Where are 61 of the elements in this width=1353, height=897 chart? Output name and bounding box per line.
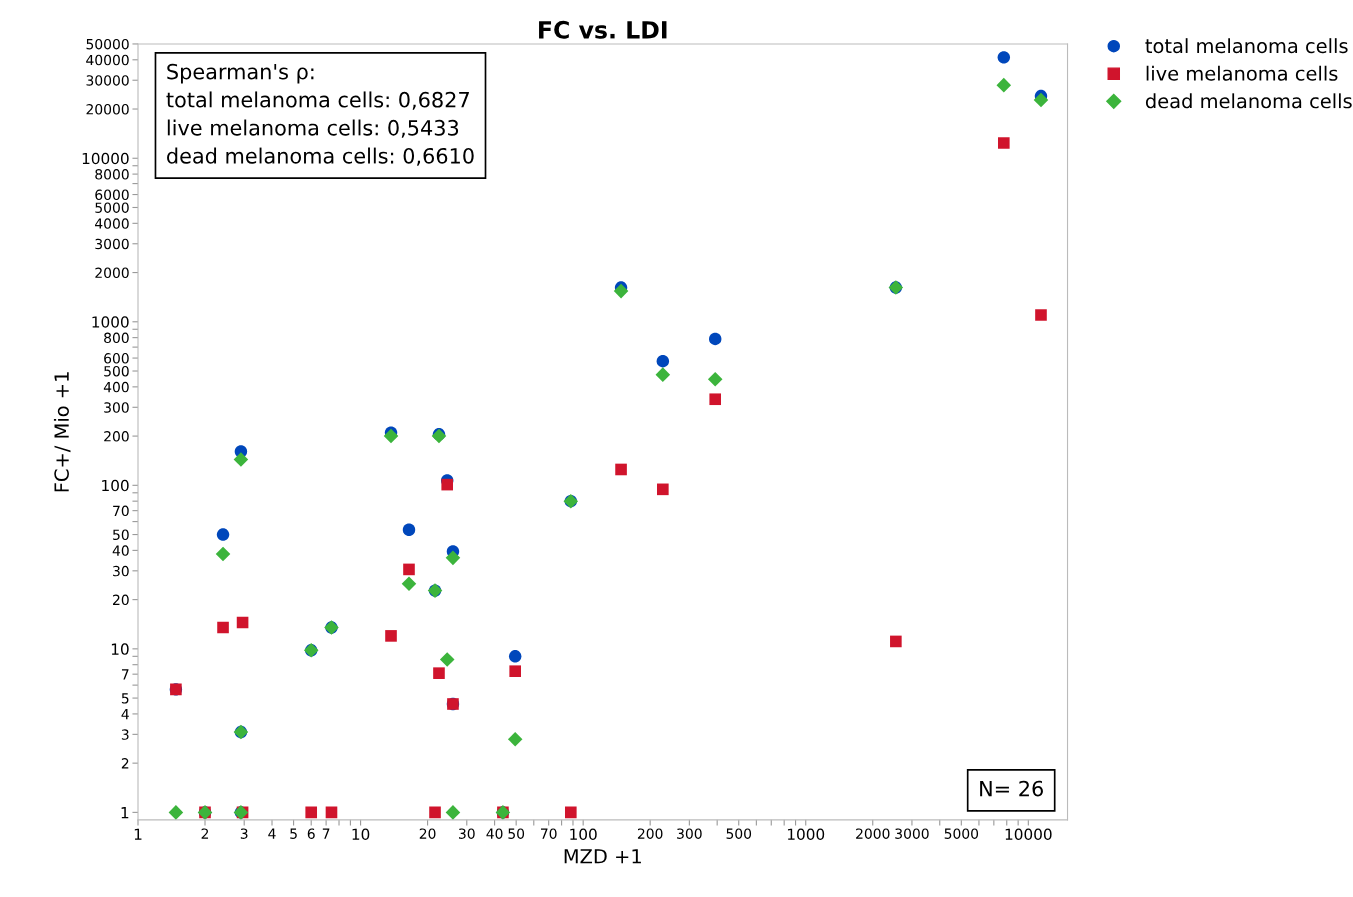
y-tick-label: 6000 [95,189,129,201]
y-tick-label: 2 [121,758,129,769]
x-tick-label: 6 [307,828,315,839]
x-tick-label: 3000 [895,828,929,839]
legend-label: total melanoma cells [1145,38,1348,54]
x-tick-label: 1 [134,828,142,840]
y-tick-label: 30000 [86,75,129,86]
x-tick-label: 200 [637,828,663,839]
y-tick-label: 800 [104,332,129,344]
y-tick-label: 40000 [86,54,129,66]
x-tick-label: 10000 [1005,828,1052,841]
y-tick-label: 1000 [92,316,129,328]
y-tick-label: 2000 [95,267,129,279]
y-tick-label: 5 [121,693,129,704]
y-tick-label: 4 [121,709,129,720]
x-tick-label: 2 [201,828,209,839]
y-tick-label: 10000 [82,152,129,165]
y-tick-label: 4000 [95,218,129,229]
x-tick-label: 30 [459,828,475,839]
x-tick-label: 300 [677,828,702,839]
y-tick-label: 10 [111,643,129,655]
x-tick-label: 1000 [787,828,825,841]
y-axis-title: FC+/ Mio +1 [53,372,71,492]
y-tick-label: 200 [104,431,129,442]
x-tick-label: 100 [570,828,597,841]
y-tick-label: 70 [113,505,129,517]
y-tick-label: 40 [112,545,129,556]
x-tick-label: 40 [486,828,503,839]
y-tick-label: 3000 [95,238,129,250]
chart-title: FC vs. LDI [539,20,667,39]
x-tick-label: 500 [726,828,752,839]
annotation: Spearman's ρ: total melanoma cells: 0,6827 live melanoma cells: 0,5433 dead melanoma cells: 0,6610 [166,63,474,166]
y-tick-label: 30 [113,565,129,577]
x-tick-label: 70 [540,828,557,839]
y-tick-label: 400 [103,381,129,393]
x-tick-label: 4 [268,828,276,839]
y-tick-label: 50000 [86,38,129,50]
x-axis-title: MZD +1 [564,849,641,864]
x-tick-label: 2000 [856,828,890,839]
x-tick-label: 5000 [944,828,979,839]
y-tick-label: 20 [113,594,129,606]
y-tick-label: 20000 [86,104,129,115]
y-tick-label: 100 [102,479,129,492]
y-tick-label: 1 [121,807,129,819]
y-tick-label: 50 [113,529,129,541]
legend-label: dead melanoma cells [1145,93,1352,109]
annotation: N= 26 [980,780,1043,797]
y-tick-label: 500 [104,365,129,377]
legend-label: live melanoma cells [1146,65,1338,81]
x-tick-label: 5 [290,828,297,839]
x-tick-label: 3 [240,828,248,839]
x-tick-label: 20 [419,828,436,839]
y-tick-label: 8000 [95,169,129,180]
y-tick-label: 600 [104,353,129,364]
y-tick-label: 3 [121,729,129,740]
y-tick-label: 5000 [95,202,129,213]
x-tick-label: 50 [508,828,525,839]
x-tick-label: 7 [322,828,330,839]
x-tick-label: 10 [352,828,370,841]
y-tick-label: 300 [104,402,129,413]
y-tick-label: 7 [121,669,129,680]
